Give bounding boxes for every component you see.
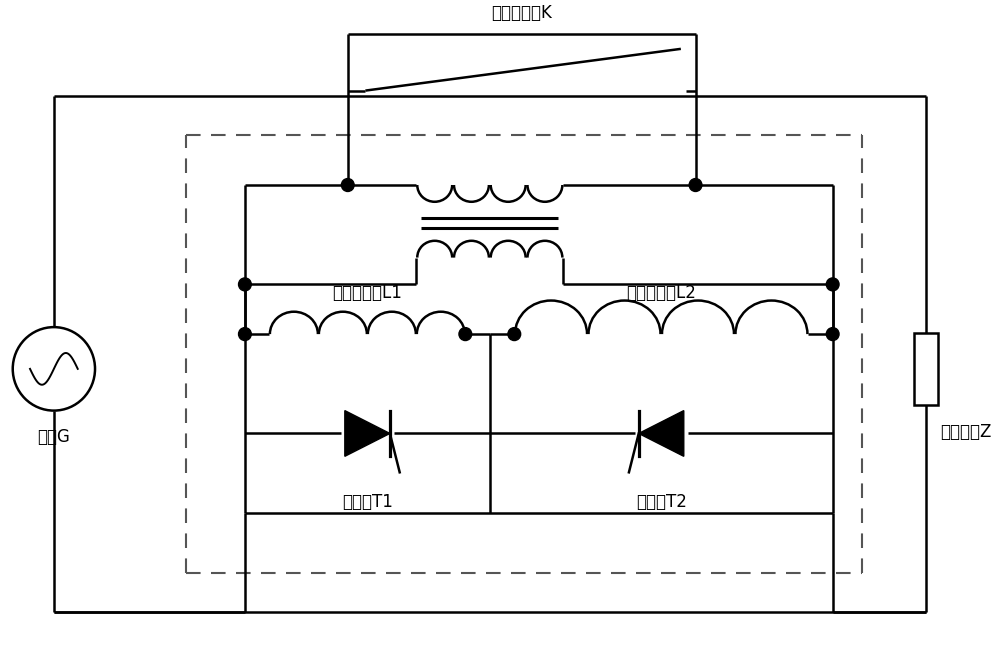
- Text: 晶闸管T1: 晶闸管T1: [342, 493, 393, 511]
- Circle shape: [459, 327, 472, 341]
- Circle shape: [341, 179, 354, 191]
- Bar: [914, 333, 938, 405]
- Text: 系统G: 系统G: [37, 428, 70, 446]
- Circle shape: [508, 327, 521, 341]
- Circle shape: [826, 278, 839, 291]
- Text: 限流电抗器L2: 限流电抗器L2: [626, 284, 696, 302]
- Circle shape: [239, 278, 251, 291]
- Circle shape: [689, 179, 702, 191]
- Text: 晶闸管T2: 晶闸管T2: [636, 493, 687, 511]
- Circle shape: [826, 327, 839, 341]
- Text: 限流电抗器L1: 限流电抗器L1: [332, 284, 402, 302]
- Polygon shape: [345, 411, 390, 456]
- Polygon shape: [639, 411, 684, 456]
- Text: 等效负载Z: 等效负载Z: [940, 422, 992, 440]
- Circle shape: [239, 327, 251, 341]
- Text: 旁路断路器K: 旁路断路器K: [491, 4, 552, 22]
